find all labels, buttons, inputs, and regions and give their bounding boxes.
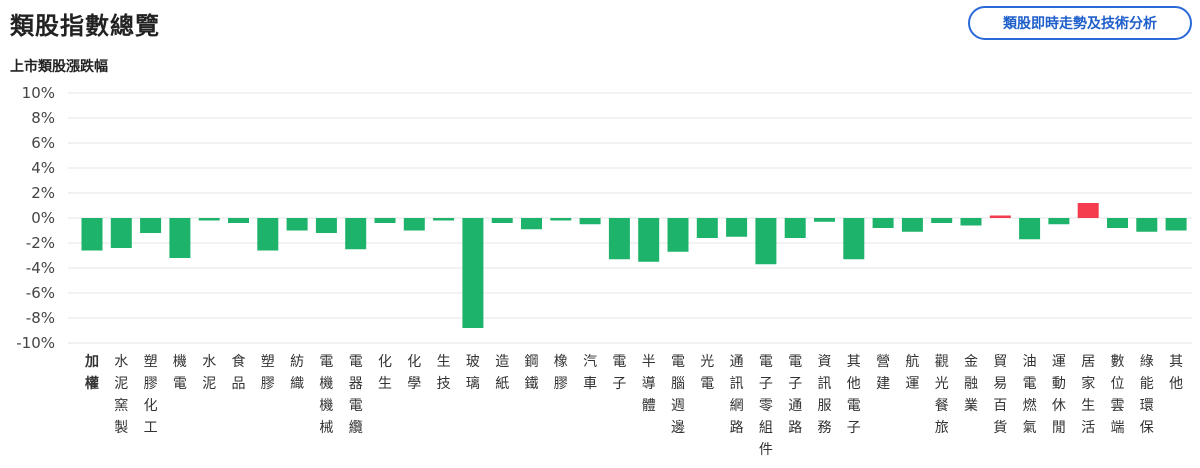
sector-analysis-button[interactable]: 類股即時走勢及技術分析 [968,6,1192,40]
x-category-label: 運動休閒 [1052,354,1066,436]
bar-37[interactable] [1165,218,1187,231]
x-category-label: 鋼鐵 [525,354,539,392]
y-tick-label: 4% [31,159,55,177]
x-category-label: 汽車 [583,354,597,392]
x-category-label: 通訊網路 [730,354,744,436]
x-category-label: 紡織 [290,354,304,392]
x-category-label: 觀光餐旅 [935,354,949,436]
bar-15[interactable] [521,218,542,230]
x-category-label: 化學 [407,354,421,392]
x-category-label: 其他電子 [847,354,861,436]
x-category-label: 食品 [232,353,246,392]
bar-23[interactable] [755,218,777,265]
y-tick-label: 0% [31,209,55,227]
bar-34[interactable] [1077,203,1099,218]
bar-9[interactable] [345,218,367,250]
x-category-label: 化生 [378,354,392,392]
bar-32[interactable] [1019,218,1041,240]
y-tick-label: 10% [22,84,55,102]
x-category-label: 水泥 [202,354,216,392]
bar-6[interactable] [257,218,279,251]
y-tick-label: 8% [31,109,55,127]
x-category-label: 電器電纜 [349,354,363,436]
bar-35[interactable] [1107,218,1128,228]
x-category-label: 數位雲端 [1111,354,1125,436]
chart-title: 上市類股漲跌幅 [10,59,108,75]
bar-30[interactable] [960,218,982,226]
bar-22[interactable] [726,218,748,237]
bar-29[interactable] [931,218,953,223]
bar-18[interactable] [608,218,630,260]
x-category-label: 電腦週邊 [671,354,685,436]
x-category-label: 電機機械 [319,354,333,436]
x-category-label: 金融業 [964,354,978,414]
x-category-label: 綠能環保 [1140,354,1154,436]
bar-21[interactable] [696,218,718,238]
bar-16[interactable] [550,218,572,221]
bar-3[interactable] [169,218,191,258]
y-tick-label: -2% [26,234,55,252]
bar-8[interactable] [315,218,337,233]
bar-2[interactable] [140,218,162,233]
x-category-label: 橡膠 [554,354,568,392]
x-category-label: 加權 [84,354,99,392]
bars [81,203,1187,328]
bar-28[interactable] [901,218,923,232]
bar-17[interactable] [579,218,601,225]
x-category-label: 營建 [876,354,890,392]
bar-26[interactable] [843,218,865,260]
bar-36[interactable] [1136,218,1158,232]
x-category-label: 居家生活 [1081,354,1095,436]
x-category-label: 油電燃氣 [1023,354,1037,436]
x-category-label: 貿易百貨 [993,354,1007,436]
x-category-label: 機電 [173,354,187,392]
y-axis-ticks: 10% 8% 6% 4% 2% 0% -2% -4% -6% -8% -10% [16,84,55,352]
bar-19[interactable] [638,218,660,262]
page-title: 類股指數總覽 [10,12,160,40]
x-category-label: 玻璃 [466,354,480,392]
bar-33[interactable] [1048,218,1070,225]
bar-4[interactable] [198,218,220,221]
bar-10[interactable] [374,218,396,223]
x-category-label: 水泥窯製 [114,354,128,436]
bar-7[interactable] [286,218,308,231]
y-tick-label: -4% [26,259,55,277]
bar-25[interactable] [814,218,835,222]
y-tick-label: -8% [26,309,55,327]
x-category-label: 生技 [437,354,451,392]
x-category-label: 塑膠化工 [144,354,158,436]
x-category-label: 資訊服務 [818,354,832,436]
bar-24[interactable] [784,218,806,238]
x-category-label: 電子零組件 [759,354,773,458]
y-tick-label: -6% [26,284,55,302]
y-tick-label: 2% [31,184,55,202]
bar-14[interactable] [491,218,513,223]
bar-12[interactable] [433,218,455,221]
x-category-label: 電子通路 [788,354,802,436]
x-category-label: 塑膠 [261,354,275,392]
bar-0[interactable] [81,218,103,251]
bar-27[interactable] [872,218,894,228]
bar-13[interactable] [462,218,484,328]
x-category-label: 光電 [700,354,714,392]
bar-1[interactable] [110,218,132,248]
x-category-label: 半導體 [642,354,656,414]
x-category-label: 其他 [1169,354,1183,392]
x-category-label: 電子 [612,354,626,392]
y-tick-label: 6% [31,134,55,152]
y-tick-label: -10% [16,334,55,352]
x-category-label: 航運 [905,354,919,392]
x-category-label: 造紙 [495,354,509,392]
bar-31[interactable] [989,215,1011,219]
bar-11[interactable] [403,218,425,231]
bar-5[interactable] [228,218,249,223]
bar-20[interactable] [667,218,689,252]
